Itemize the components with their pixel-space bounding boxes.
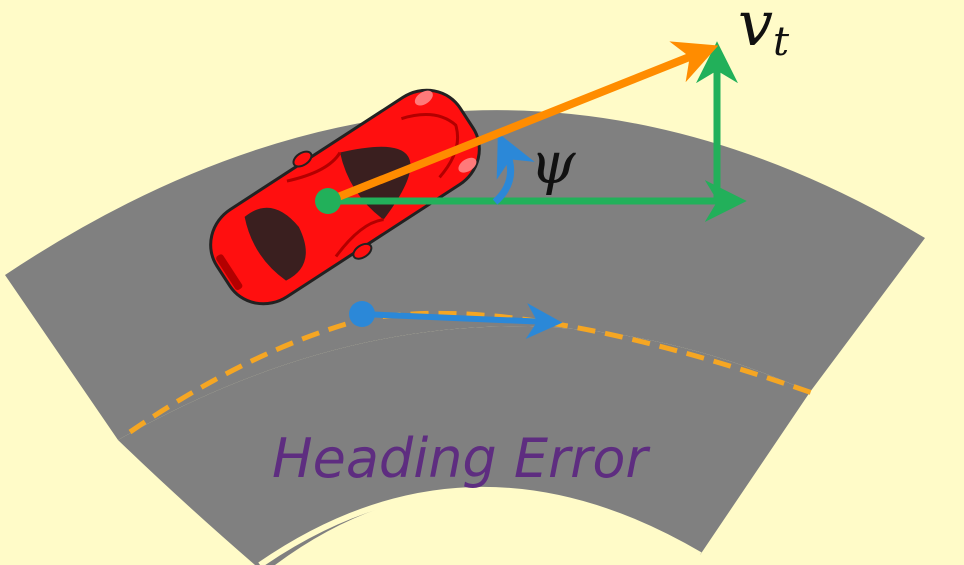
car-reference-point xyxy=(315,188,341,214)
heading-angle-arc xyxy=(492,132,535,205)
road-inner-edge xyxy=(258,486,702,565)
path-reference-point xyxy=(349,301,375,327)
velocity-vector-arrow xyxy=(326,41,719,205)
road-surface xyxy=(5,110,925,440)
heading-angle-label: ψ xyxy=(530,129,576,197)
path-tangent-arrow xyxy=(361,303,563,340)
road-surface-lower xyxy=(118,326,810,565)
velocity-label: vt xyxy=(738,0,790,65)
diagram-title: Heading Error xyxy=(272,427,650,490)
lane-centerline xyxy=(128,310,819,435)
